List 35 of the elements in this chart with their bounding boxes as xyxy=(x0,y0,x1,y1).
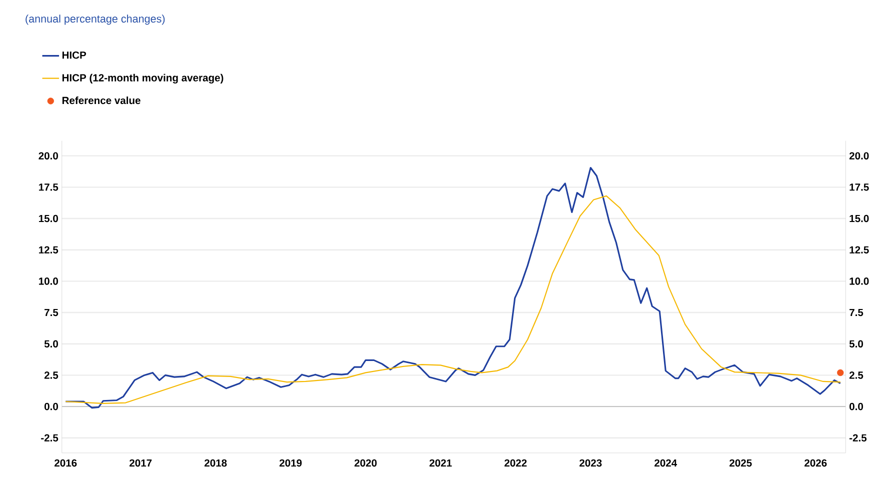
y-tick-label: 10.0 xyxy=(39,277,58,285)
y2-tick-label: 2.5 xyxy=(849,371,864,379)
y2-tick-label: 5.0 xyxy=(849,340,863,348)
x-tick-label: 2016 xyxy=(54,459,77,466)
chart-subtitle: (annual percentage changes) xyxy=(26,14,165,24)
x-tick-label: 2022 xyxy=(504,459,527,466)
y-tick-label: 7.5 xyxy=(44,308,58,316)
x-tick-label: 2017 xyxy=(130,459,152,466)
legend-label: HICP xyxy=(62,51,86,59)
y-tick-label: 20.0 xyxy=(38,152,58,160)
y2-tick-label: 10.0 xyxy=(850,277,869,285)
y2-tick-label: 0.0 xyxy=(850,402,863,410)
y2-tick-label: 20.0 xyxy=(849,152,869,160)
y2-tick-label: 15.0 xyxy=(850,214,869,222)
x-tick-label: 2025 xyxy=(730,459,752,466)
y-tick-label: 5.0 xyxy=(44,340,58,348)
y-tick-label: -2.5 xyxy=(41,434,58,442)
x-tick-label: 2018 xyxy=(204,459,227,466)
y-tick-label: 17.5 xyxy=(39,183,58,191)
legend-label: HICP (12-month moving average) xyxy=(62,74,224,84)
y2-tick-label: 17.5 xyxy=(850,183,869,191)
legend-label: Reference value xyxy=(62,96,140,104)
x-tick-label: 2020 xyxy=(354,459,377,466)
y-tick-label: 2.5 xyxy=(44,371,58,379)
y-tick-label: 15.0 xyxy=(39,214,58,222)
x-tick-label: 2019 xyxy=(280,459,302,466)
x-tick-label: 2021 xyxy=(430,459,452,466)
x-tick-label: 2023 xyxy=(580,459,602,466)
x-tick-label: 2026 xyxy=(804,459,827,466)
y2-tick-label: -2.5 xyxy=(850,434,867,442)
y2-tick-label: 12.5 xyxy=(850,246,869,254)
y2-tick-label: 7.5 xyxy=(850,308,864,316)
x-tick-label: 2024 xyxy=(654,459,678,466)
y-tick-label: 12.5 xyxy=(39,246,58,254)
y-tick-label: 0.0 xyxy=(44,402,58,410)
